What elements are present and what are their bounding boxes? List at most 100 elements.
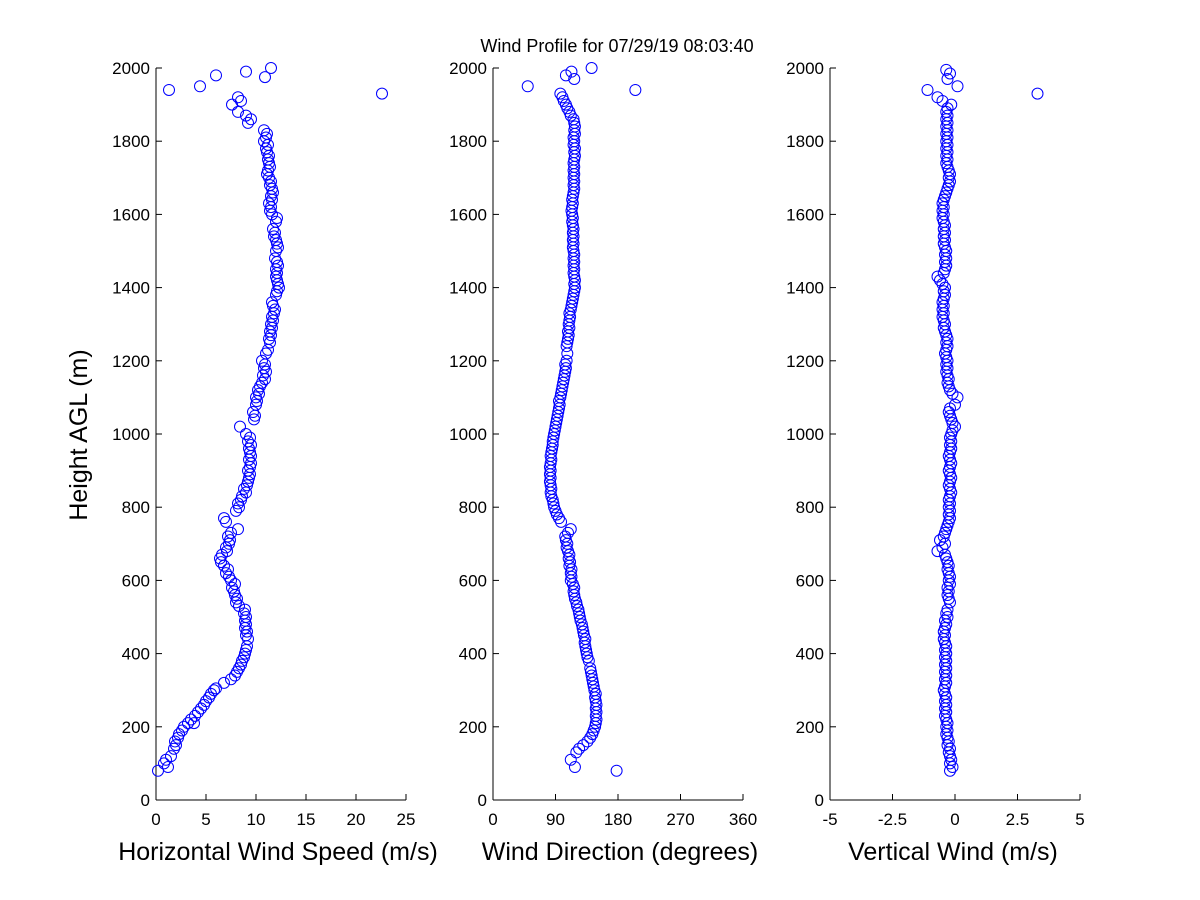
data-point xyxy=(188,717,200,730)
y-tick-label: 200 xyxy=(796,718,824,737)
data-point xyxy=(244,431,256,444)
y-tick-label: 1200 xyxy=(449,352,487,371)
data-point xyxy=(240,109,252,122)
x-tick-label: 270 xyxy=(666,810,694,829)
data-point xyxy=(547,497,560,510)
vertical-wind-panel: 0 200 400 600 800 1000 1200 1400 1600 1800 2000 -5 -… xyxy=(786,59,1085,866)
data-point xyxy=(936,277,949,290)
data-point xyxy=(565,65,578,78)
data-point xyxy=(940,63,953,76)
data-point xyxy=(162,761,174,774)
data-point xyxy=(169,735,181,748)
data-point xyxy=(267,299,279,312)
data-point xyxy=(263,197,275,210)
data-point xyxy=(245,438,257,451)
data-point xyxy=(568,116,581,129)
data-point xyxy=(934,274,946,287)
y-tick-label: 800 xyxy=(796,498,824,517)
data-point xyxy=(269,252,281,265)
data-point xyxy=(376,87,388,100)
data-point xyxy=(238,651,250,664)
data-point xyxy=(235,94,247,107)
data-point xyxy=(548,501,561,514)
data-point xyxy=(200,695,212,708)
data-point xyxy=(267,186,279,199)
data-point xyxy=(218,676,230,689)
data-point xyxy=(208,684,220,697)
x-tick-label: 5 xyxy=(201,810,210,829)
data-point xyxy=(238,482,250,495)
y-tick-label: 600 xyxy=(796,571,824,590)
data-point xyxy=(559,534,572,547)
y-tick-label: 400 xyxy=(796,645,824,664)
data-point xyxy=(260,131,272,144)
data-point xyxy=(232,497,244,510)
data-point xyxy=(945,98,958,111)
data-point xyxy=(271,237,283,250)
figure-title: Wind Profile for 07/29/19 08:03:40 xyxy=(480,36,753,56)
data-point xyxy=(577,625,590,638)
data-point xyxy=(949,398,961,411)
data-point xyxy=(240,643,252,656)
data-point xyxy=(247,406,259,419)
data-point xyxy=(245,449,257,462)
data-point xyxy=(564,523,577,536)
data-point xyxy=(941,581,954,594)
y-tick-label: 1400 xyxy=(449,279,487,298)
data-point xyxy=(225,673,237,686)
y-tick-label: 1000 xyxy=(449,425,487,444)
y-tick-label: 800 xyxy=(122,498,150,517)
x-tick-label: 20 xyxy=(347,810,366,829)
y-tick-label: 800 xyxy=(459,498,487,517)
data-point xyxy=(931,91,944,104)
data-point xyxy=(232,105,244,118)
data-point xyxy=(264,160,276,173)
data-point xyxy=(568,72,581,85)
y-tick-label: 1000 xyxy=(786,425,824,444)
data-point xyxy=(951,80,964,93)
y-tick-label: 600 xyxy=(122,571,150,590)
y-tick-label: 1400 xyxy=(786,279,824,298)
data-point xyxy=(944,67,956,80)
data-point xyxy=(946,387,959,400)
y-tick-label: 600 xyxy=(459,571,487,590)
data-point xyxy=(239,603,251,616)
data-point xyxy=(941,72,954,85)
data-point xyxy=(585,669,598,682)
data-point xyxy=(1031,87,1044,100)
x-tick-label: 0 xyxy=(488,810,497,829)
data-point xyxy=(242,116,254,129)
data-point xyxy=(234,420,246,433)
data-point xyxy=(573,607,586,620)
y-tick-label: 1400 xyxy=(112,279,150,298)
data-point xyxy=(192,706,204,719)
data-point xyxy=(266,296,278,309)
data-point xyxy=(232,523,244,536)
data-point xyxy=(182,717,194,730)
x-tick-label: 10 xyxy=(247,810,266,829)
data-point xyxy=(163,83,175,96)
data-point xyxy=(222,530,234,543)
data-point xyxy=(240,65,252,78)
y-tick-label: 0 xyxy=(141,791,150,810)
y-tick-label: 1600 xyxy=(786,205,824,224)
data-point xyxy=(210,682,222,695)
x-tick-label: 0 xyxy=(151,810,160,829)
data-point xyxy=(256,354,268,367)
data-point xyxy=(944,742,956,755)
data-point xyxy=(931,270,944,283)
x-tick-label: 0 xyxy=(950,810,959,829)
data-point xyxy=(238,607,250,620)
data-point xyxy=(629,83,642,96)
x-axis-label: Horizontal Wind Speed (m/s) xyxy=(118,838,438,866)
data-point xyxy=(235,493,247,506)
x-tick-label: 90 xyxy=(546,810,565,829)
x-tick-label: 5 xyxy=(1075,810,1084,829)
data-point xyxy=(610,764,623,777)
data-point xyxy=(251,395,263,408)
data-point xyxy=(165,750,177,763)
data-point xyxy=(941,603,954,616)
y-tick-label: 1800 xyxy=(449,132,487,151)
wind-direction-panel: 0 200 400 600 800 1000 1200 1400 1600 1800 2000 0 90… xyxy=(449,59,758,866)
